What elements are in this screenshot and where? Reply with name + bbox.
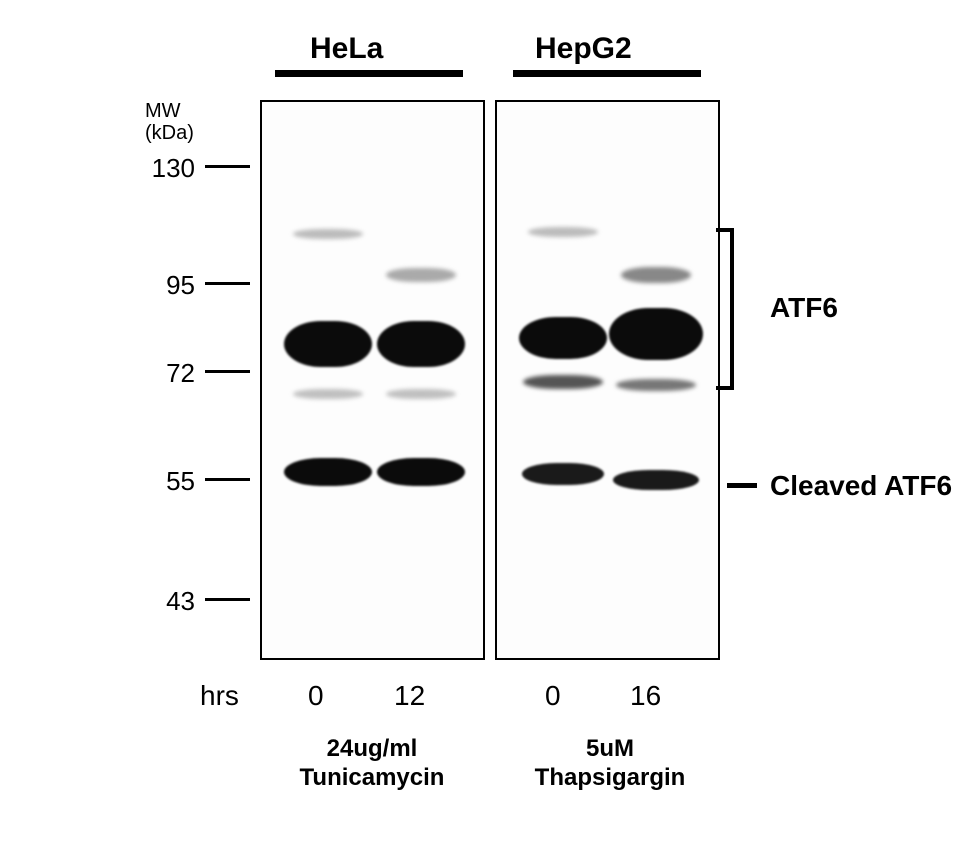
treatment-line2: Thapsigargin: [535, 764, 686, 791]
treatment-line2: Tunicamycin: [300, 764, 445, 791]
atf6-bracket-top: [716, 228, 734, 232]
mw-tick-55: 55: [135, 466, 195, 497]
mw-tick-72: 72: [135, 358, 195, 389]
mw-tick-line-55: [205, 478, 250, 481]
mw-axis-label: MW (kDa): [145, 100, 194, 144]
band: [386, 268, 456, 282]
band: [616, 379, 696, 391]
panel-hepg2: [495, 100, 720, 660]
hela-header-bar: [275, 70, 463, 77]
treatment-line1: 5uM: [586, 735, 634, 762]
time-hepg2-16: 16: [630, 680, 661, 712]
band: [522, 463, 604, 485]
panel-hela: [260, 100, 485, 660]
time-hepg2-0: 0: [545, 680, 561, 712]
band: [293, 389, 363, 399]
mw-tick-line-130: [205, 165, 250, 168]
treatment-tunicamycin: 24ug/ml Tunicamycin: [272, 735, 472, 793]
mw-text-2: (kDa): [145, 122, 194, 144]
atf6-bracket-bottom: [716, 386, 734, 390]
mw-tick-line-72: [205, 370, 250, 373]
band: [519, 317, 607, 359]
band: [386, 389, 456, 399]
hela-header: HeLa: [310, 32, 383, 66]
treatment-thapsigargin: 5uM Thapsigargin: [510, 735, 710, 793]
hrs-label: hrs: [200, 680, 239, 712]
mw-tick-43: 43: [135, 586, 195, 617]
band: [377, 321, 465, 367]
western-blot-figure: HeLa HepG2 MW (kDa) 130 95 72 55 43: [0, 0, 980, 860]
treatment-line1: 24ug/ml: [327, 735, 418, 762]
mw-tick-130: 130: [135, 153, 195, 184]
band: [284, 458, 372, 486]
atf6-bracket: [730, 228, 734, 390]
mw-tick-line-95: [205, 282, 250, 285]
cleaved-atf6-line: [727, 483, 757, 488]
hepg2-header-bar: [513, 70, 701, 77]
atf6-label: ATF6: [770, 292, 838, 324]
band: [528, 227, 598, 237]
band: [621, 267, 691, 283]
band: [609, 308, 703, 360]
time-hela-0: 0: [308, 680, 324, 712]
time-hela-12: 12: [394, 680, 425, 712]
band: [377, 458, 465, 486]
band: [523, 375, 603, 389]
mw-text-1: MW: [145, 100, 181, 122]
band: [284, 321, 372, 367]
band: [613, 470, 699, 490]
hepg2-header: HepG2: [535, 32, 632, 66]
cleaved-atf6-label: Cleaved ATF6: [770, 470, 952, 502]
mw-tick-95: 95: [135, 270, 195, 301]
band: [293, 229, 363, 239]
mw-tick-line-43: [205, 598, 250, 601]
